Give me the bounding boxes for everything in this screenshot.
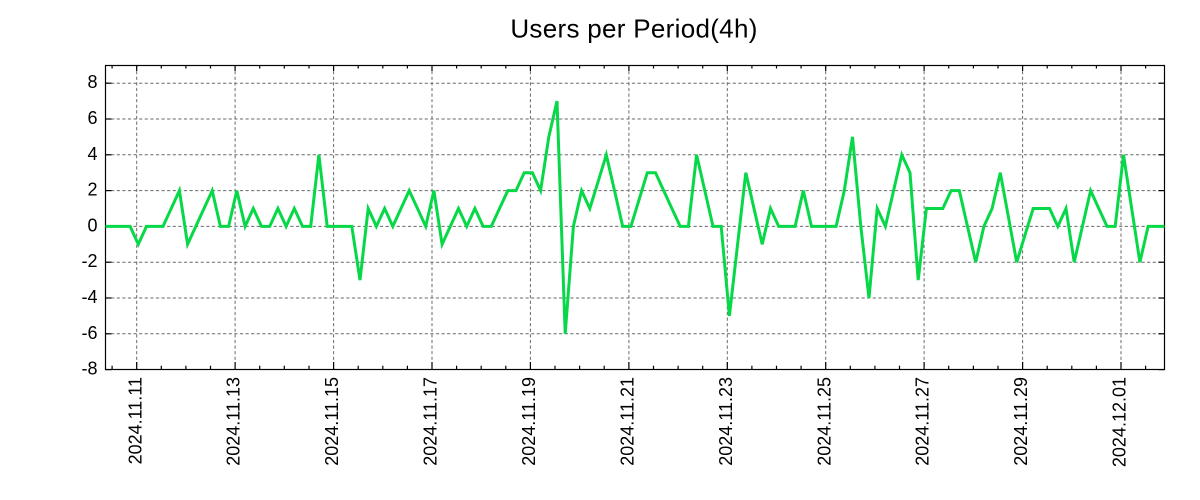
svg-text:2024.11.21: 2024.11.21 (618, 377, 638, 466)
svg-text:2024.11.11: 2024.11.11 (125, 377, 145, 464)
svg-text:-6: -6 (81, 323, 97, 343)
svg-text:2024.11.27: 2024.11.27 (913, 377, 933, 466)
svg-text:2024.11.15: 2024.11.15 (322, 377, 342, 466)
svg-text:2024.11.25: 2024.11.25 (814, 377, 834, 466)
svg-text:-8: -8 (81, 359, 97, 379)
svg-text:0: 0 (87, 215, 97, 235)
svg-text:2024.12.01: 2024.12.01 (1110, 377, 1130, 467)
svg-text:2024.11.19: 2024.11.19 (519, 377, 539, 466)
svg-text:2024.11.13: 2024.11.13 (224, 377, 244, 466)
svg-text:2024.11.23: 2024.11.23 (716, 377, 736, 466)
svg-text:6: 6 (87, 108, 97, 128)
svg-text:2024.11.17: 2024.11.17 (421, 377, 441, 466)
svg-text:2: 2 (87, 180, 97, 200)
svg-text:-4: -4 (81, 287, 97, 307)
svg-text:-2: -2 (81, 251, 97, 271)
svg-text:4: 4 (87, 144, 97, 164)
svg-text:2024.11.29: 2024.11.29 (1011, 377, 1031, 466)
svg-text:Users per Period(4h): Users per Period(4h) (510, 14, 757, 44)
svg-text:8: 8 (87, 72, 97, 92)
